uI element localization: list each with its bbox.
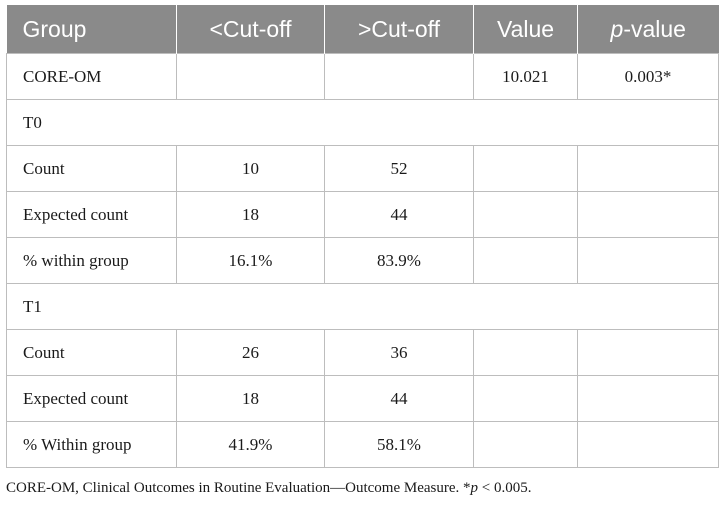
cell-empty xyxy=(577,237,719,284)
header-value: Value xyxy=(473,5,578,54)
section-row-t1: T1 xyxy=(6,283,719,330)
table-row: Count 26 36 xyxy=(6,329,719,376)
row-label: CORE-OM xyxy=(6,53,177,100)
cell-below: 16.1% xyxy=(176,237,325,284)
row-label: Expected count xyxy=(6,191,177,238)
header-p-italic: p xyxy=(610,15,624,42)
cell-value: 10.021 xyxy=(473,53,578,100)
cell-above: 58.1% xyxy=(324,421,474,468)
table-row: % within group 16.1% 83.9% xyxy=(6,237,719,284)
cell-empty xyxy=(473,237,578,284)
header-above-cutoff: >Cut-off xyxy=(324,5,474,54)
table-row: CORE-OM 10.021 0.003* xyxy=(6,53,719,100)
cell-empty xyxy=(577,145,719,192)
table-footnote: CORE-OM, Clinical Outcomes in Routine Ev… xyxy=(6,480,531,497)
cell-below: 41.9% xyxy=(176,421,325,468)
row-label: Count xyxy=(6,145,177,192)
header-p-value: p-value xyxy=(577,5,719,54)
row-label: Count xyxy=(6,329,177,376)
section-label: T0 xyxy=(6,99,719,146)
cell-empty xyxy=(577,375,719,422)
cell-below: 18 xyxy=(176,191,325,238)
table-row: Expected count 18 44 xyxy=(6,375,719,422)
header-p-suffix: -value xyxy=(623,15,686,42)
cell-below: 10 xyxy=(176,145,325,192)
header-group: Group xyxy=(6,5,177,54)
cell-empty xyxy=(577,191,719,238)
table-row: Expected count 18 44 xyxy=(6,191,719,238)
results-table: Group <Cut-off >Cut-off Value p-value CO… xyxy=(6,5,719,468)
table-row: Count 10 52 xyxy=(6,145,719,192)
cell-empty xyxy=(577,329,719,376)
cell-empty xyxy=(473,145,578,192)
cell-below xyxy=(176,53,325,100)
footnote-text: CORE-OM, Clinical Outcomes in Routine Ev… xyxy=(6,480,471,496)
cell-above: 36 xyxy=(324,329,474,376)
cell-below: 18 xyxy=(176,375,325,422)
section-row-t0: T0 xyxy=(6,99,719,146)
row-label: Expected count xyxy=(6,375,177,422)
cell-above: 83.9% xyxy=(324,237,474,284)
cell-above: 44 xyxy=(324,375,474,422)
cell-above: 52 xyxy=(324,145,474,192)
section-label: T1 xyxy=(6,283,719,330)
cell-above: 44 xyxy=(324,191,474,238)
header-below-cutoff: <Cut-off xyxy=(176,5,325,54)
cell-above xyxy=(324,53,474,100)
cell-below: 26 xyxy=(176,329,325,376)
cell-empty xyxy=(473,421,578,468)
header-row: Group <Cut-off >Cut-off Value p-value xyxy=(6,5,719,54)
footnote-tail: < 0.005. xyxy=(478,480,532,496)
row-label: % within group xyxy=(6,237,177,284)
cell-empty xyxy=(473,191,578,238)
cell-empty xyxy=(473,375,578,422)
row-label: % Within group xyxy=(6,421,177,468)
cell-p-value: 0.003* xyxy=(577,53,719,100)
cell-empty xyxy=(577,421,719,468)
table-row: % Within group 41.9% 58.1% xyxy=(6,421,719,468)
cell-empty xyxy=(473,329,578,376)
footnote-p-italic: p xyxy=(470,480,479,496)
